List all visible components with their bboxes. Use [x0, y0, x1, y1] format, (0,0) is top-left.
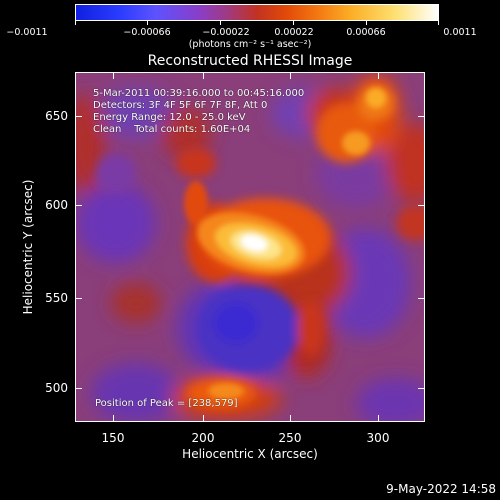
- y-tick-mark: [418, 388, 425, 389]
- colorbar-tick-label: 0.00066: [346, 27, 386, 38]
- plot-area: [75, 72, 425, 422]
- detectors-text: Detectors: 3F 4F 5F 6F 7F 8F, Att 0: [93, 100, 268, 111]
- x-tick-mark: [378, 72, 379, 79]
- colorbar-tick-mark: [75, 21, 76, 25]
- colorbar-tick-mark: [293, 21, 294, 25]
- x-tick-label: 250: [278, 431, 302, 445]
- colorbar-tick-label: −0.00066: [123, 27, 171, 38]
- method-counts-text: Clean Total counts: 1.60E+04: [93, 124, 251, 135]
- y-tick-mark: [418, 205, 425, 206]
- x-tick-mark: [290, 72, 291, 79]
- colorbar-tick-label: −0.00022: [202, 27, 250, 38]
- colorbar: [75, 4, 439, 21]
- energy-range-text: Energy Range: 12.0 - 25.0 keV: [93, 112, 246, 123]
- x-tick-mark: [378, 415, 379, 422]
- colorbar-unit-label: (photons cm⁻² s⁻¹ asec⁻²): [188, 39, 312, 50]
- y-tick-mark: [75, 298, 82, 299]
- y-tick-label: 650: [45, 109, 68, 123]
- rhessi-image: [76, 73, 424, 421]
- x-tick-mark: [203, 72, 204, 79]
- colorbar-tick-label: −0.0011: [6, 27, 48, 38]
- x-tick-mark: [113, 72, 114, 79]
- y-tick-label: 500: [45, 381, 68, 395]
- colorbar-tick-label: 0.0011: [443, 27, 477, 38]
- timestamp: 9-May-2022 14:58: [386, 482, 496, 496]
- colorbar-tick-mark: [438, 21, 439, 25]
- y-tick-label: 600: [45, 198, 68, 212]
- x-tick-label: 150: [101, 431, 125, 445]
- y-tick-mark: [75, 116, 82, 117]
- y-tick-mark: [75, 205, 82, 206]
- y-axis-label: Heliocentric Y (arcsec): [21, 179, 35, 315]
- x-tick-label: 200: [191, 431, 215, 445]
- peak-position-text: Position of Peak = [238,579]: [95, 398, 238, 409]
- plot-title: Reconstructed RHESSI Image: [147, 53, 353, 69]
- colorbar-tick-label: 0.00022: [274, 27, 314, 38]
- x-tick-mark: [203, 415, 204, 422]
- x-tick-mark: [290, 415, 291, 422]
- time-range-text: 5-Mar-2011 00:39:16.000 to 00:45:16.000: [93, 88, 305, 99]
- colorbar-tick-mark: [220, 21, 221, 25]
- y-tick-mark: [75, 388, 82, 389]
- x-tick-mark: [113, 415, 114, 422]
- y-tick-mark: [418, 116, 425, 117]
- y-tick-mark: [418, 298, 425, 299]
- x-axis-label: Heliocentric X (arcsec): [182, 447, 318, 461]
- colorbar-tick-mark: [366, 21, 367, 25]
- colorbar-tick-mark: [147, 21, 148, 25]
- y-tick-label: 550: [45, 291, 68, 305]
- x-tick-label: 300: [366, 431, 390, 445]
